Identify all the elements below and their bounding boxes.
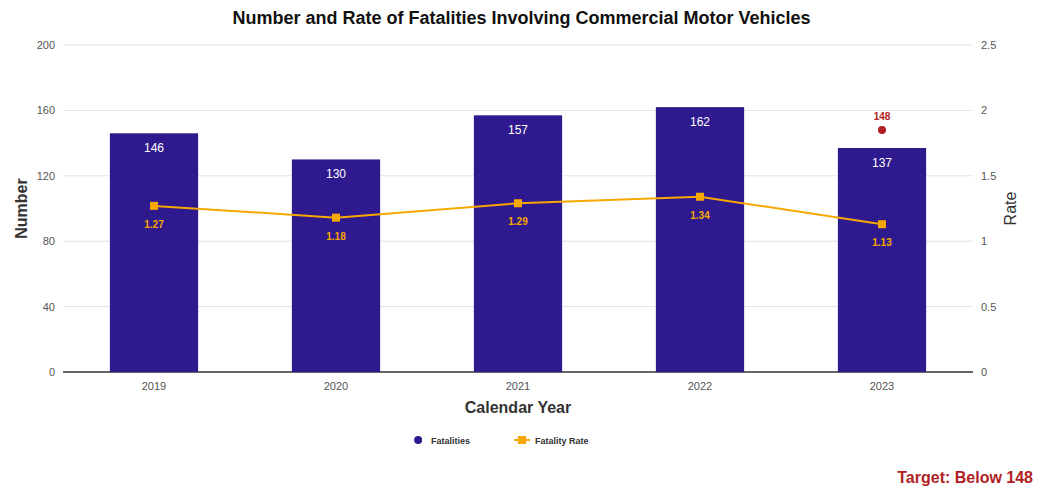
chart-container: Number and Rate of Fatalities Involving … — [0, 0, 1043, 500]
bar-label: 146 — [144, 141, 164, 155]
data-labels: 146 130 157 162 137 1.27 1.18 1.29 1.34 1.13 148 — [144, 111, 892, 248]
y2-tick-label: 0.5 — [981, 301, 996, 313]
y-tick-label: 40 — [43, 301, 55, 313]
bar — [292, 159, 380, 372]
x-tick-label: 2022 — [688, 380, 712, 392]
y-axis-label: Number — [13, 178, 30, 238]
grid-line — [63, 110, 973, 111]
line-label: 1.18 — [326, 231, 346, 242]
bar-label: 137 — [872, 156, 892, 170]
y2-tick-label: 1 — [981, 235, 987, 247]
bar — [474, 115, 562, 372]
y2-axis-label: Rate — [1002, 192, 1019, 226]
y-tick-label: 160 — [37, 104, 55, 116]
bar-label: 130 — [326, 167, 346, 181]
line-marker — [514, 199, 522, 207]
target-annotation: Target: Below 148 — [897, 469, 1033, 486]
target-marker — [878, 126, 886, 134]
x-tick-label: 2020 — [324, 380, 348, 392]
bar — [838, 148, 926, 372]
chart-title: Number and Rate of Fatalities Involving … — [232, 8, 810, 28]
target-label: 148 — [874, 111, 891, 122]
legend-symbol — [414, 436, 422, 444]
legend-label: Fatality Rate — [535, 436, 589, 446]
bar-label: 162 — [690, 115, 710, 129]
y2-tick-label: 2 — [981, 104, 987, 116]
legend: Fatalities Fatality Rate — [414, 436, 589, 446]
grid-line — [63, 45, 973, 46]
line-label: 1.29 — [508, 216, 528, 227]
y-tick-label: 80 — [43, 235, 55, 247]
line-marker — [878, 220, 886, 228]
bar-label: 157 — [508, 123, 528, 137]
plot-marks — [110, 107, 926, 372]
line-marker — [150, 202, 158, 210]
bar — [110, 133, 198, 372]
line-label: 1.27 — [144, 219, 164, 230]
y2-tick-label: 2.5 — [981, 39, 996, 51]
y2-tick-label: 0 — [981, 366, 987, 378]
bar — [656, 107, 744, 372]
x-tick-label: 2021 — [506, 380, 530, 392]
y-tick-label: 0 — [49, 366, 55, 378]
y-tick-label: 200 — [37, 39, 55, 51]
line-marker — [332, 214, 340, 222]
line-marker — [696, 193, 704, 201]
legend-label: Fatalities — [431, 436, 470, 446]
line-label: 1.34 — [690, 210, 710, 221]
legend-symbol — [518, 436, 526, 444]
x-tick-label: 2019 — [142, 380, 166, 392]
y2-tick-label: 1.5 — [981, 170, 996, 182]
line-label: 1.13 — [872, 237, 892, 248]
y-tick-label: 120 — [37, 170, 55, 182]
x-axis-label: Calendar Year — [465, 399, 571, 416]
chart-svg: Number and Rate of Fatalities Involving … — [0, 0, 1043, 500]
x-tick-label: 2023 — [870, 380, 894, 392]
